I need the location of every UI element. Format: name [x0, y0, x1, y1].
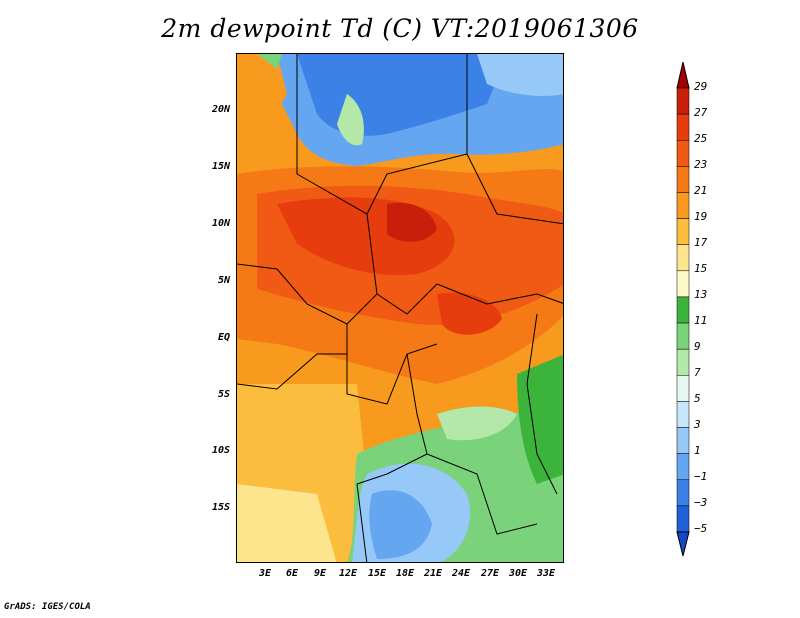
legend-label-23: 23: [694, 158, 708, 171]
legend-swatch: [676, 139, 690, 167]
dewpoint-map: [236, 53, 564, 563]
lon-label-3e: 3E: [258, 568, 272, 579]
lat-label-5s: 5S: [217, 389, 230, 400]
lat-label-15s: 15S: [211, 502, 230, 513]
legend-label-29: 29: [694, 80, 708, 93]
legend-label-13: 13: [694, 288, 708, 301]
legend-label-19: 19: [694, 210, 708, 223]
legend-swatch: [676, 348, 690, 376]
legend-label-minus5: −5: [694, 522, 708, 535]
lon-label-15e: 15E: [367, 568, 387, 579]
legend-bar: [676, 62, 690, 557]
legend-swatch: [676, 375, 690, 402]
lat-label-eq: EQ: [217, 332, 230, 343]
legend-swatch: [676, 505, 690, 533]
legend-label-15: 15: [694, 262, 708, 275]
lat-label-10n: 10N: [211, 218, 230, 229]
legend-label-1: 1: [694, 444, 701, 457]
lon-label-24e: 24E: [451, 568, 471, 579]
legend-label-17: 17: [694, 236, 708, 249]
legend-swatch: [676, 322, 690, 350]
legend-label-21: 21: [694, 184, 708, 197]
legend-label-minus3: −3: [694, 496, 708, 509]
chart-title: 2m dewpoint Td (C) VT:2019061306: [161, 14, 639, 43]
legend-swatch: [676, 270, 690, 298]
legend-swatch: [676, 401, 690, 428]
legend-top-arrow: [676, 62, 690, 89]
legend-label-3: 3: [694, 418, 701, 431]
lon-label-33e: 33E: [536, 568, 556, 579]
lat-label-10s: 10S: [211, 445, 230, 456]
lon-label-6e: 6E: [285, 568, 299, 579]
lon-label-12e: 12E: [338, 568, 358, 579]
legend-swatch: [676, 453, 690, 481]
lon-label-21e: 21E: [423, 568, 443, 579]
legend-label-11: 11: [694, 314, 708, 327]
lon-label-30e: 30E: [508, 568, 528, 579]
legend-label-9: 9: [694, 340, 701, 353]
borders: [237, 54, 563, 562]
lon-label-9e: 9E: [313, 568, 327, 579]
legend-swatch: [676, 113, 690, 141]
dewpoint-field: [237, 54, 563, 562]
legend-swatch: [676, 427, 690, 454]
lat-label-20n: 20N: [211, 104, 230, 115]
legend-swatch: [676, 244, 690, 272]
legend-label-minus1: −1: [694, 470, 708, 483]
legend-swatch: [676, 87, 690, 115]
lat-label-15n: 15N: [211, 161, 230, 172]
legend-bottom-arrow: [676, 531, 690, 557]
legend-label-7: 7: [694, 366, 701, 379]
legend-swatch: [676, 218, 690, 245]
lat-label-5n: 5N: [217, 275, 230, 286]
legend-swatch: [676, 296, 690, 324]
legend-label-5: 5: [694, 392, 701, 405]
legend-swatch: [676, 166, 690, 193]
footer-credit: GrADS: IGES/COLA: [4, 602, 91, 612]
legend-swatch: [676, 479, 690, 507]
legend-label-27: 27: [694, 106, 708, 119]
legend-label-25: 25: [694, 132, 708, 145]
legend-swatch: [676, 192, 690, 219]
lon-label-18e: 18E: [395, 568, 415, 579]
lon-label-27e: 27E: [480, 568, 500, 579]
